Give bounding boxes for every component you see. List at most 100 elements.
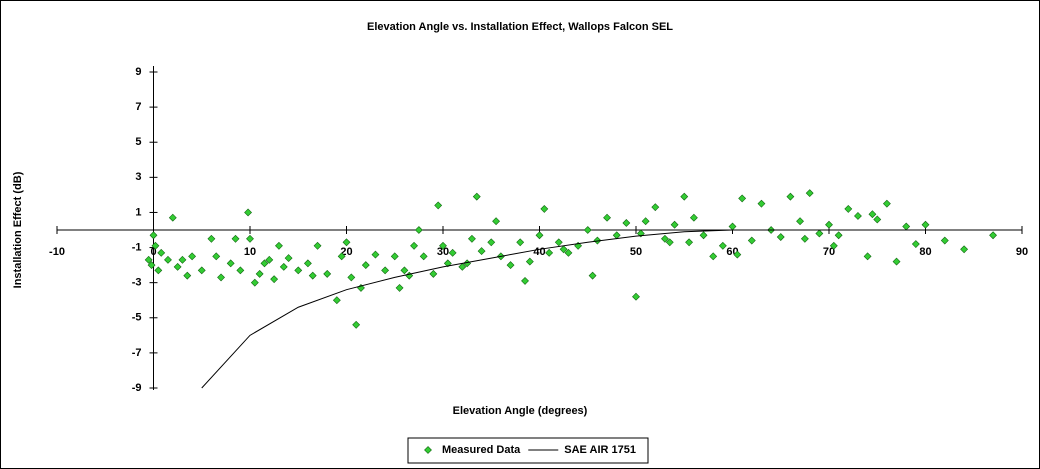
- point: [593, 236, 602, 245]
- legend-label: SAE AIR 1751: [564, 444, 636, 456]
- chart-title: Elevation Angle vs. Installation Effect,…: [367, 21, 673, 33]
- point: [603, 213, 611, 222]
- point: [829, 241, 838, 250]
- point: [564, 248, 573, 257]
- point: [303, 259, 312, 268]
- point: [492, 217, 500, 226]
- point: [989, 231, 997, 240]
- point: [911, 240, 920, 248]
- point: [434, 201, 443, 210]
- point: [347, 273, 356, 282]
- point: [260, 259, 269, 268]
- y-axis-title: Installation Effect (dB): [12, 171, 24, 288]
- point: [439, 241, 447, 250]
- point: [410, 241, 418, 250]
- point: [776, 233, 785, 241]
- point: [796, 217, 804, 226]
- point: [680, 192, 689, 201]
- point: [863, 252, 872, 261]
- x-tick-label: 90: [1016, 246, 1028, 258]
- point: [270, 275, 279, 284]
- point: [197, 266, 206, 275]
- x-tick-label: 80: [919, 246, 931, 258]
- point: [960, 245, 969, 254]
- x-tick-label: 50: [630, 246, 642, 258]
- y-tick-label: -1: [132, 241, 142, 253]
- point: [337, 252, 346, 261]
- point: [144, 255, 153, 264]
- point: [342, 238, 351, 247]
- point: [661, 234, 669, 243]
- point: [825, 220, 833, 229]
- point: [361, 261, 370, 270]
- point: [477, 247, 486, 255]
- point: [231, 234, 240, 243]
- point: [443, 259, 452, 268]
- point: [892, 257, 901, 266]
- point: [641, 217, 650, 226]
- point: [294, 266, 303, 275]
- point: [747, 236, 756, 245]
- point: [284, 254, 293, 263]
- x-tick-label: -10: [49, 246, 65, 258]
- point: [805, 189, 814, 198]
- point: [733, 250, 742, 259]
- point: [400, 266, 409, 275]
- point: [147, 261, 156, 270]
- point: [313, 241, 322, 250]
- point: [255, 269, 264, 278]
- point: [665, 238, 674, 247]
- point: [429, 269, 438, 278]
- y-tick-label: 1: [135, 206, 141, 218]
- point: [506, 261, 515, 270]
- point: [685, 238, 693, 247]
- point: [217, 273, 225, 282]
- point: [371, 250, 380, 259]
- line-series: [201, 229, 926, 389]
- point: [279, 262, 288, 271]
- x-tick-label: 10: [244, 246, 256, 258]
- point: [854, 212, 862, 220]
- point: [414, 226, 423, 234]
- x-tick-label: 40: [533, 246, 545, 258]
- point: [757, 199, 766, 208]
- point: [882, 199, 891, 208]
- y-tick-label: -7: [132, 347, 142, 359]
- point: [395, 284, 404, 292]
- point: [873, 215, 882, 224]
- point: [472, 192, 481, 201]
- point: [868, 210, 877, 219]
- point: [275, 241, 283, 250]
- point: [800, 234, 809, 243]
- point: [545, 248, 554, 257]
- y-tick-label: -3: [132, 277, 142, 289]
- point: [689, 213, 698, 222]
- point: [940, 236, 949, 245]
- point: [535, 231, 544, 240]
- point: [709, 252, 718, 261]
- point: [151, 241, 160, 250]
- point: [718, 241, 727, 250]
- point: [448, 248, 457, 257]
- point: [651, 203, 660, 212]
- point: [168, 213, 177, 222]
- point: [157, 248, 166, 257]
- point: [844, 205, 853, 213]
- point: [323, 269, 332, 278]
- point: [207, 234, 216, 243]
- x-tick-label: 0: [150, 246, 156, 258]
- point: [632, 292, 640, 301]
- point: [154, 266, 163, 275]
- point: [246, 234, 254, 243]
- point: [834, 231, 843, 240]
- y-tick-label: 9: [135, 66, 141, 78]
- point: [332, 296, 341, 305]
- point: [525, 257, 534, 266]
- point: [308, 271, 317, 280]
- y-tick-label: 3: [135, 171, 141, 183]
- x-tick-label: 30: [437, 246, 449, 258]
- x-axis-title: Elevation Angle (degrees): [453, 405, 588, 417]
- point: [516, 238, 525, 247]
